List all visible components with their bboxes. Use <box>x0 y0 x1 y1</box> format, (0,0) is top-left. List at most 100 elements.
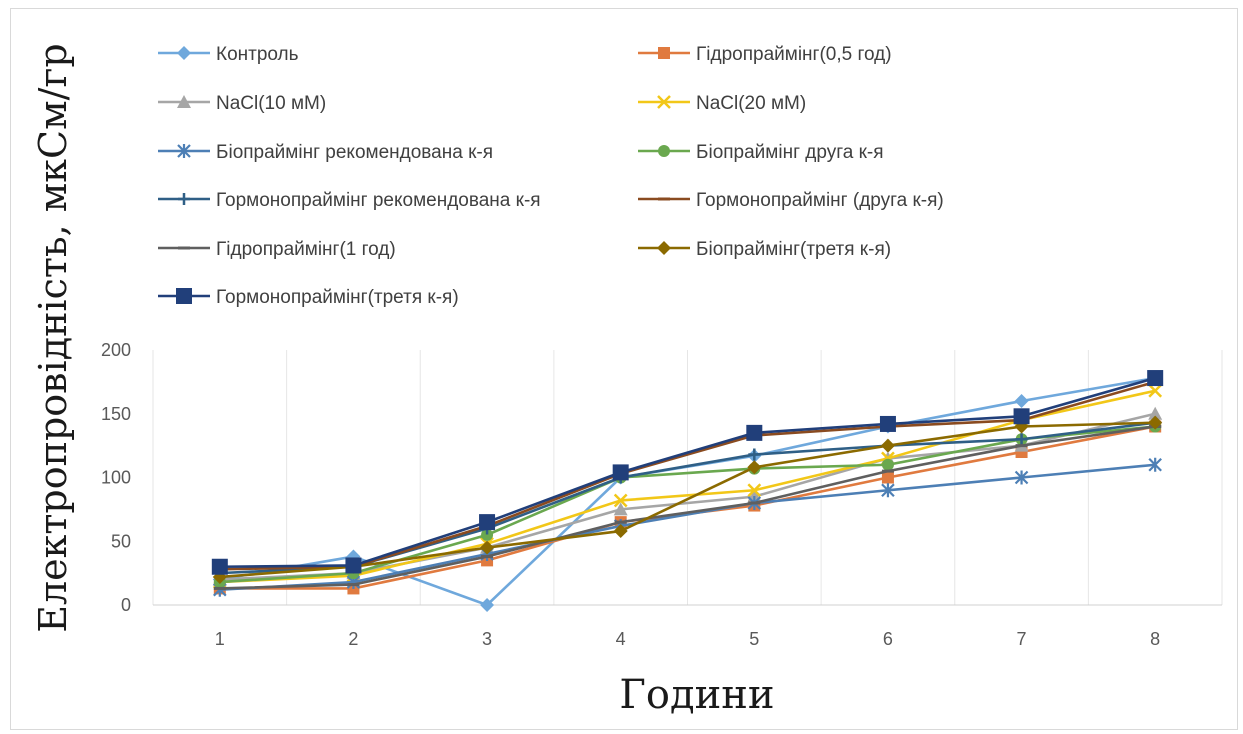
series-10 <box>212 415 1163 584</box>
legend: Контроль Гідропраймінг(0,5 год) NaCl(10 мМ… <box>158 44 944 308</box>
x-tick-label: 2 <box>348 629 358 649</box>
series-line <box>219 389 1156 584</box>
legend-marker <box>176 288 192 304</box>
y-tick-label: 100 <box>101 468 131 488</box>
legend-item: Гормонопраймінг (друга к-я) <box>638 190 944 211</box>
legend-item: Контроль <box>158 44 299 65</box>
x-tick-label: 6 <box>883 629 893 649</box>
data-point <box>613 493 628 508</box>
data-point <box>1148 406 1163 420</box>
series-line <box>219 412 1156 581</box>
data-point <box>612 464 629 481</box>
legend-item: Гормонопраймінг рекомендована к-я <box>158 190 541 211</box>
data-point <box>481 528 494 541</box>
legend-label: Біопраймінг друга к-я <box>696 142 884 163</box>
x-tick-label: 1 <box>215 629 225 649</box>
data-point <box>1147 370 1164 387</box>
x-tick-label: 3 <box>482 629 492 649</box>
legend-item: Біопраймінг(третя к-я) <box>638 239 891 260</box>
legend-label: Гормонопраймінг(третя к-я) <box>216 287 459 308</box>
data-point <box>480 598 495 612</box>
data-point <box>1014 470 1029 485</box>
x-axis-ticks: 1 2 3 4 5 6 7 8 <box>215 629 1160 649</box>
legend-marker <box>658 47 670 59</box>
y-axis-ticks: 0 50 100 150 200 <box>101 340 131 615</box>
x-tick-label: 5 <box>749 629 759 649</box>
legend-marker <box>658 197 670 201</box>
x-tick-label: 7 <box>1017 629 1027 649</box>
data-point <box>479 514 496 531</box>
data-point <box>881 458 894 471</box>
series-layer <box>211 370 1164 612</box>
data-point <box>347 583 360 587</box>
data-point <box>1013 408 1030 425</box>
legend-label: Гормонопраймінг (друга к-я) <box>696 190 944 211</box>
y-tick-label: 150 <box>101 404 131 424</box>
series-11 <box>211 370 1164 575</box>
data-point <box>1148 383 1163 398</box>
series-line <box>219 380 1156 571</box>
data-point <box>881 471 894 484</box>
data-point <box>345 557 362 574</box>
data-point <box>1148 457 1162 472</box>
x-tick-label: 8 <box>1150 629 1160 649</box>
data-point <box>213 586 226 590</box>
data-point <box>613 502 628 516</box>
legend-marker <box>178 193 190 205</box>
legend-label: Біопраймінг(третя к-я) <box>696 239 891 260</box>
data-point <box>481 555 494 559</box>
series-line <box>219 425 1156 590</box>
legend-label: NaCl(10 мМ) <box>216 93 326 114</box>
data-point <box>613 524 628 539</box>
data-point <box>881 483 895 498</box>
legend-label: Гормонопраймінг рекомендована к-я <box>216 190 541 211</box>
grid <box>152 350 1223 606</box>
data-point <box>879 415 896 432</box>
legend-label: Контроль <box>216 44 299 65</box>
series-line <box>219 463 1156 591</box>
data-point <box>748 448 761 461</box>
series-line <box>219 425 1156 584</box>
legend-item: NaCl(10 мМ) <box>158 93 326 114</box>
legend-label: Гідропраймінг(1 год) <box>216 239 396 260</box>
data-point <box>211 558 228 575</box>
legend-marker <box>658 145 670 157</box>
data-point <box>747 483 762 498</box>
data-point <box>1148 415 1163 430</box>
data-point <box>748 501 761 505</box>
legend-item: Біопраймінг друга к-я <box>638 142 884 163</box>
legend-marker <box>177 46 191 60</box>
legend-label: NaCl(20 мМ) <box>696 93 806 114</box>
data-point <box>880 438 895 453</box>
series-line <box>219 376 1156 569</box>
legend-marker <box>177 144 191 158</box>
data-point <box>1015 444 1028 448</box>
legend-item: Гормонопраймінг(третя к-я) <box>158 287 459 308</box>
y-tick-label: 200 <box>101 340 131 360</box>
data-point <box>480 540 495 555</box>
legend-marker <box>657 95 671 109</box>
legend-item: Гідропраймінг(1 год) <box>158 239 396 260</box>
data-point <box>746 424 763 441</box>
data-point <box>747 460 762 475</box>
legend-marker <box>177 95 191 108</box>
legend-item: Гідропраймінг(0,5 год) <box>638 44 892 65</box>
y-tick-label: 0 <box>121 595 131 615</box>
legend-item: Біопраймінг рекомендована к-я <box>158 142 493 163</box>
legend-marker <box>657 241 671 255</box>
data-point <box>1014 394 1029 408</box>
series-line <box>219 421 1156 579</box>
legend-item: NaCl(20 мМ) <box>638 93 806 114</box>
data-point <box>881 469 894 473</box>
y-axis-title: Електропровідність, мкСм/гр <box>31 43 75 632</box>
legend-marker <box>178 246 190 250</box>
data-point <box>1015 433 1028 446</box>
x-tick-label: 4 <box>616 629 626 649</box>
legend-label: Гідропраймінг(0,5 год) <box>696 44 892 65</box>
y-tick-label: 50 <box>111 531 131 551</box>
chart-frame <box>10 8 1238 730</box>
data-point <box>614 520 627 524</box>
legend-label: Біопраймінг рекомендована к-я <box>216 142 493 163</box>
x-axis-title: Години <box>619 672 774 718</box>
